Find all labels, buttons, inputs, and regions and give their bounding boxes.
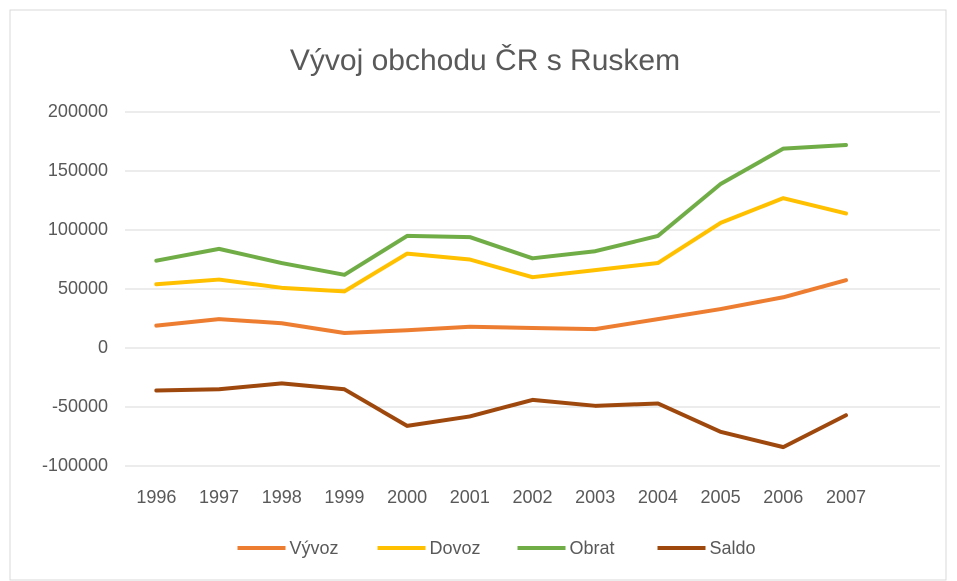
y-tick-label: 200000	[48, 101, 108, 121]
y-tick-label: 50000	[58, 278, 108, 298]
line-series	[154, 381, 848, 450]
line-series	[154, 196, 848, 294]
line-series	[154, 278, 848, 336]
x-tick-label: 2006	[763, 487, 803, 507]
x-tick-label: 1999	[324, 487, 364, 507]
y-tick-label: 0	[98, 337, 108, 357]
line-series	[154, 143, 848, 277]
x-tick-label: 2001	[450, 487, 490, 507]
x-tick-label: 2007	[826, 487, 866, 507]
x-tick-label: 2002	[512, 487, 552, 507]
legend-label: Dovoz	[430, 538, 481, 558]
legend-label: Obrat	[570, 538, 615, 558]
x-tick-label: 1998	[262, 487, 302, 507]
x-tick-label: 1996	[136, 487, 176, 507]
legend-label: Vývoz	[290, 538, 339, 558]
y-tick-label: 150000	[48, 160, 108, 180]
x-tick-label: 2004	[638, 487, 678, 507]
x-tick-label: 2000	[387, 487, 427, 507]
y-tick-label: -100000	[42, 455, 108, 475]
chart-title: Vývoj obchodu ČR s Ruskem	[290, 43, 680, 77]
legend-label: Saldo	[710, 538, 756, 558]
x-tick-label: 2003	[575, 487, 615, 507]
x-tick-label: 2005	[701, 487, 741, 507]
y-tick-label: 100000	[48, 219, 108, 239]
x-tick-label: 1997	[199, 487, 239, 507]
y-tick-label: -50000	[52, 396, 108, 416]
